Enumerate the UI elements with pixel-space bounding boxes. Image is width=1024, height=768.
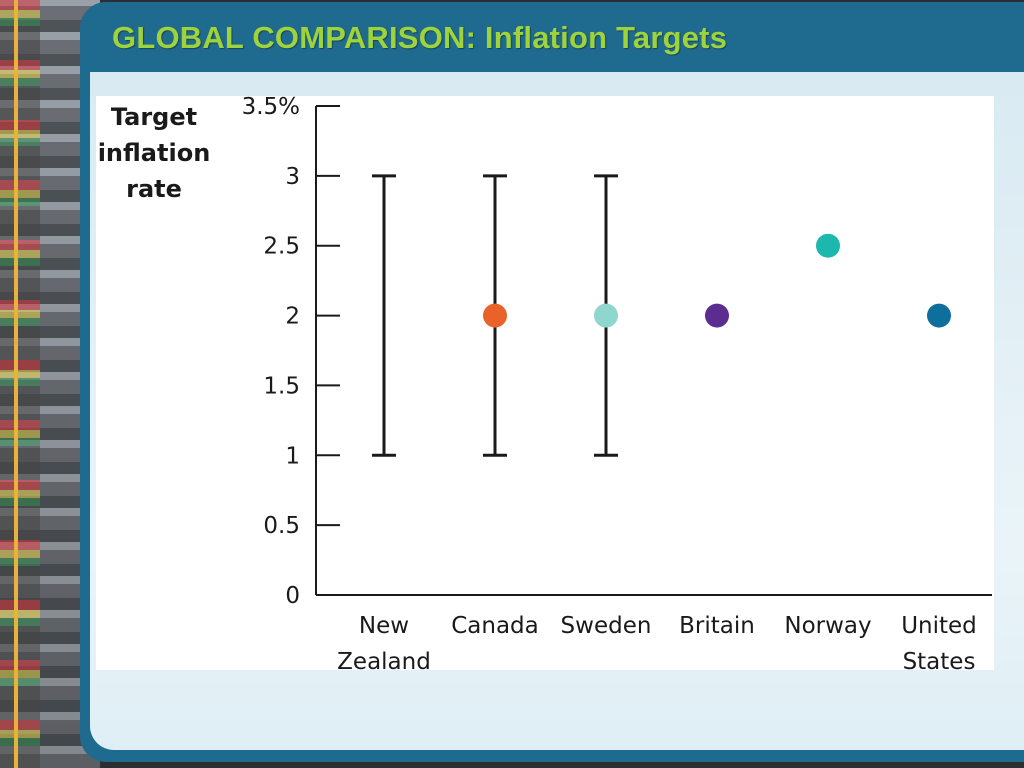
x-category-label: Norway (784, 613, 871, 639)
chart-area: Target inflation rate 0 0.5 1 1.5 2 2.5 3 3.5% Ne… (96, 96, 994, 670)
target-point (705, 303, 729, 328)
x-categories: New Zealand Canada Sweden Britain Norway Unite… (337, 613, 977, 670)
x-category-label: United (901, 613, 977, 639)
x-category-label: Sweden (561, 613, 652, 639)
axes (315, 106, 992, 596)
target-point (483, 303, 507, 328)
y-tick-label: 0.5 (263, 513, 300, 539)
y-ticks: 0 0.5 1 1.5 2 2.5 3 3.5% (242, 96, 340, 609)
y-axis-title: Target inflation rate (98, 103, 211, 203)
y-tick-label: 0 (285, 583, 300, 609)
x-category-label: States (903, 649, 976, 670)
y-tick-label: 3 (285, 164, 300, 190)
y-axis-title-line: Target (111, 103, 197, 131)
x-category-label: Britain (679, 613, 755, 639)
slide-title: GLOBAL COMPARISON: Inflation Targets (112, 20, 728, 55)
target-points (483, 233, 951, 328)
x-category-label: Canada (451, 613, 539, 639)
target-point (816, 233, 840, 258)
target-point (594, 303, 618, 328)
chart-svg: Target inflation rate 0 0.5 1 1.5 2 2.5 3 3.5% Ne… (98, 96, 992, 670)
x-category-label: Zealand (337, 649, 431, 670)
y-axis-title-line: rate (126, 175, 182, 203)
y-tick-label: 3.5% (242, 96, 300, 120)
x-category-label: New (359, 613, 409, 639)
y-tick-label: 1.5 (263, 373, 300, 399)
y-tick-label: 2 (285, 304, 300, 330)
y-axis-title-line: inflation (98, 139, 211, 167)
y-tick-label: 2.5 (263, 234, 300, 260)
y-tick-label: 1 (285, 443, 300, 469)
target-point (927, 303, 951, 328)
